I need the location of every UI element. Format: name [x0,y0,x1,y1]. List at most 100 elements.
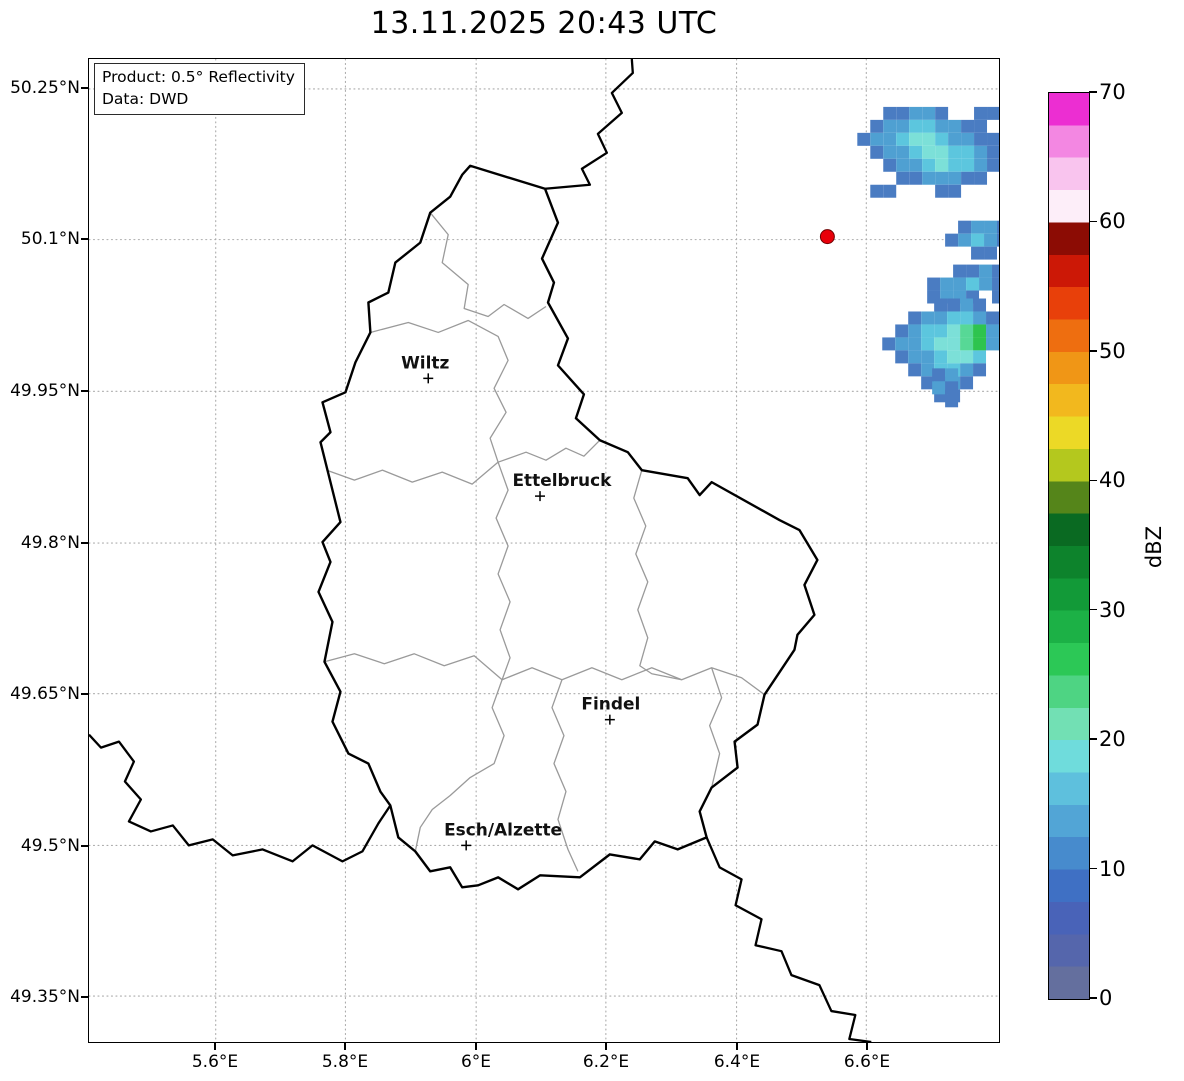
product-line: Product: 0.5° Reflectivity [102,68,295,86]
district-border [708,667,723,788]
radar-echo-cell [896,171,910,185]
radar-echo-cell [974,158,988,172]
district-border [370,319,509,463]
radar-echo-cell [947,324,961,338]
radar-echo-cell [921,376,935,390]
y-tick-mark [81,845,88,847]
colorbar [1048,92,1090,1000]
neighbor-country-border [544,59,634,190]
radar-echo-cell [947,311,961,325]
radar-echo-cell [961,171,975,185]
radar-echo-cell [973,363,987,377]
radar-echo-cell [896,132,910,146]
radar-echo-cell [896,119,910,133]
radar-echo-cell [992,264,999,278]
radar-echo-cell [921,350,935,364]
colorbar-tick-label: 70 [1099,80,1126,104]
radar-echo-cell [908,363,922,377]
colorbar-tick-label: 10 [1099,856,1126,881]
radar-echo-cell [947,337,961,351]
y-tick-mark [81,390,88,392]
radar-echo-cell [908,350,922,364]
radar-echo-cell [948,184,962,198]
radar-echo-cell [935,158,949,172]
radar-echo-cell [883,106,897,120]
y-tick-label: 49.95°N [10,381,80,401]
colorbar-tick-mark [1089,738,1097,740]
radar-echo-cell [870,184,884,198]
colorbar-tick-label: 40 [1099,468,1126,493]
radar-echo-cell [909,106,923,120]
radar-echo-cell [973,324,987,338]
radar-echo-cell [908,324,922,338]
radar-echo-cell [984,233,998,247]
neighbor-country-border [89,733,392,863]
radar-echo-cell [974,119,988,133]
radar-echo-cell [960,324,974,338]
radar-echo-cell [953,277,967,291]
y-tick-label: 49.65°N [10,684,80,704]
radar-echo-cell [935,184,949,198]
radar-echo-cell [997,220,999,234]
x-tick-label: 6.4°E [713,1052,761,1072]
radar-echo-cell [984,246,998,260]
radar-echo-cell [896,145,910,159]
radar-echo-cell [921,363,935,377]
radar-echo-cell [895,324,909,338]
radar-echo-cell [953,264,967,278]
y-tick-label: 50.25°N [10,78,80,98]
radar-echo-cell [979,264,993,278]
radar-echo-cell [986,311,999,325]
radar-echo-cell [948,158,962,172]
radar-echo-cell [992,277,999,291]
radar-site-marker [819,229,835,245]
y-tick-label: 49.35°N [10,987,80,1007]
radar-echo-cell [973,298,987,312]
radar-echo-cell [986,324,999,338]
radar-echo-cell [921,324,935,338]
y-tick-label: 50.1°N [20,229,80,249]
radar-echo-cell [945,381,959,395]
radar-echo-cell [948,171,962,185]
y-tick-mark [81,996,88,998]
radar-echo-cell [992,290,999,304]
radar-echo-cell [870,145,884,159]
city-wiltz: Wiltz [401,352,450,384]
radar-echo-cell [895,350,909,364]
y-tick-mark [81,693,88,695]
radar-echo-cell [909,171,923,185]
city-label: Wiltz [401,352,449,372]
radar-echo-cell [960,311,974,325]
radar-echo-cell [987,106,999,120]
colorbar-tick-mark [1089,350,1097,352]
radar-echo-cell [883,158,897,172]
radar-echo-cell [932,381,946,395]
radar-echo-cell [908,311,922,325]
radar-echo-cell [945,233,959,247]
radar-echo-cell [922,119,936,133]
x-tick-label: 6.2°E [582,1052,630,1072]
x-tick-mark [475,1043,477,1050]
district-border [429,212,547,320]
radar-echo-cell [960,376,974,390]
radar-echo-cell [909,158,923,172]
y-tick-mark [81,87,88,89]
radar-echo-cell [974,132,988,146]
radar-echo-cell [934,350,948,364]
y-tick-mark [81,238,88,240]
radar-echo-cell [922,158,936,172]
radar-echo-cell [979,277,993,291]
radar-echo-cell [896,106,910,120]
radar-echo-cell [909,145,923,159]
radar-echo-cell [935,145,949,159]
city-findel: Findel [581,694,640,725]
district-border [495,461,511,680]
radar-echo-cell [921,337,935,351]
radar-echo-cell [922,106,936,120]
radar-echo-cell [947,298,961,312]
figure-title: 13.11.2025 20:43 UTC [370,6,718,41]
city-esch-alzette: Esch/Alzette [444,819,562,851]
y-tick-mark [81,542,88,544]
radar-echo-cell [948,119,962,133]
